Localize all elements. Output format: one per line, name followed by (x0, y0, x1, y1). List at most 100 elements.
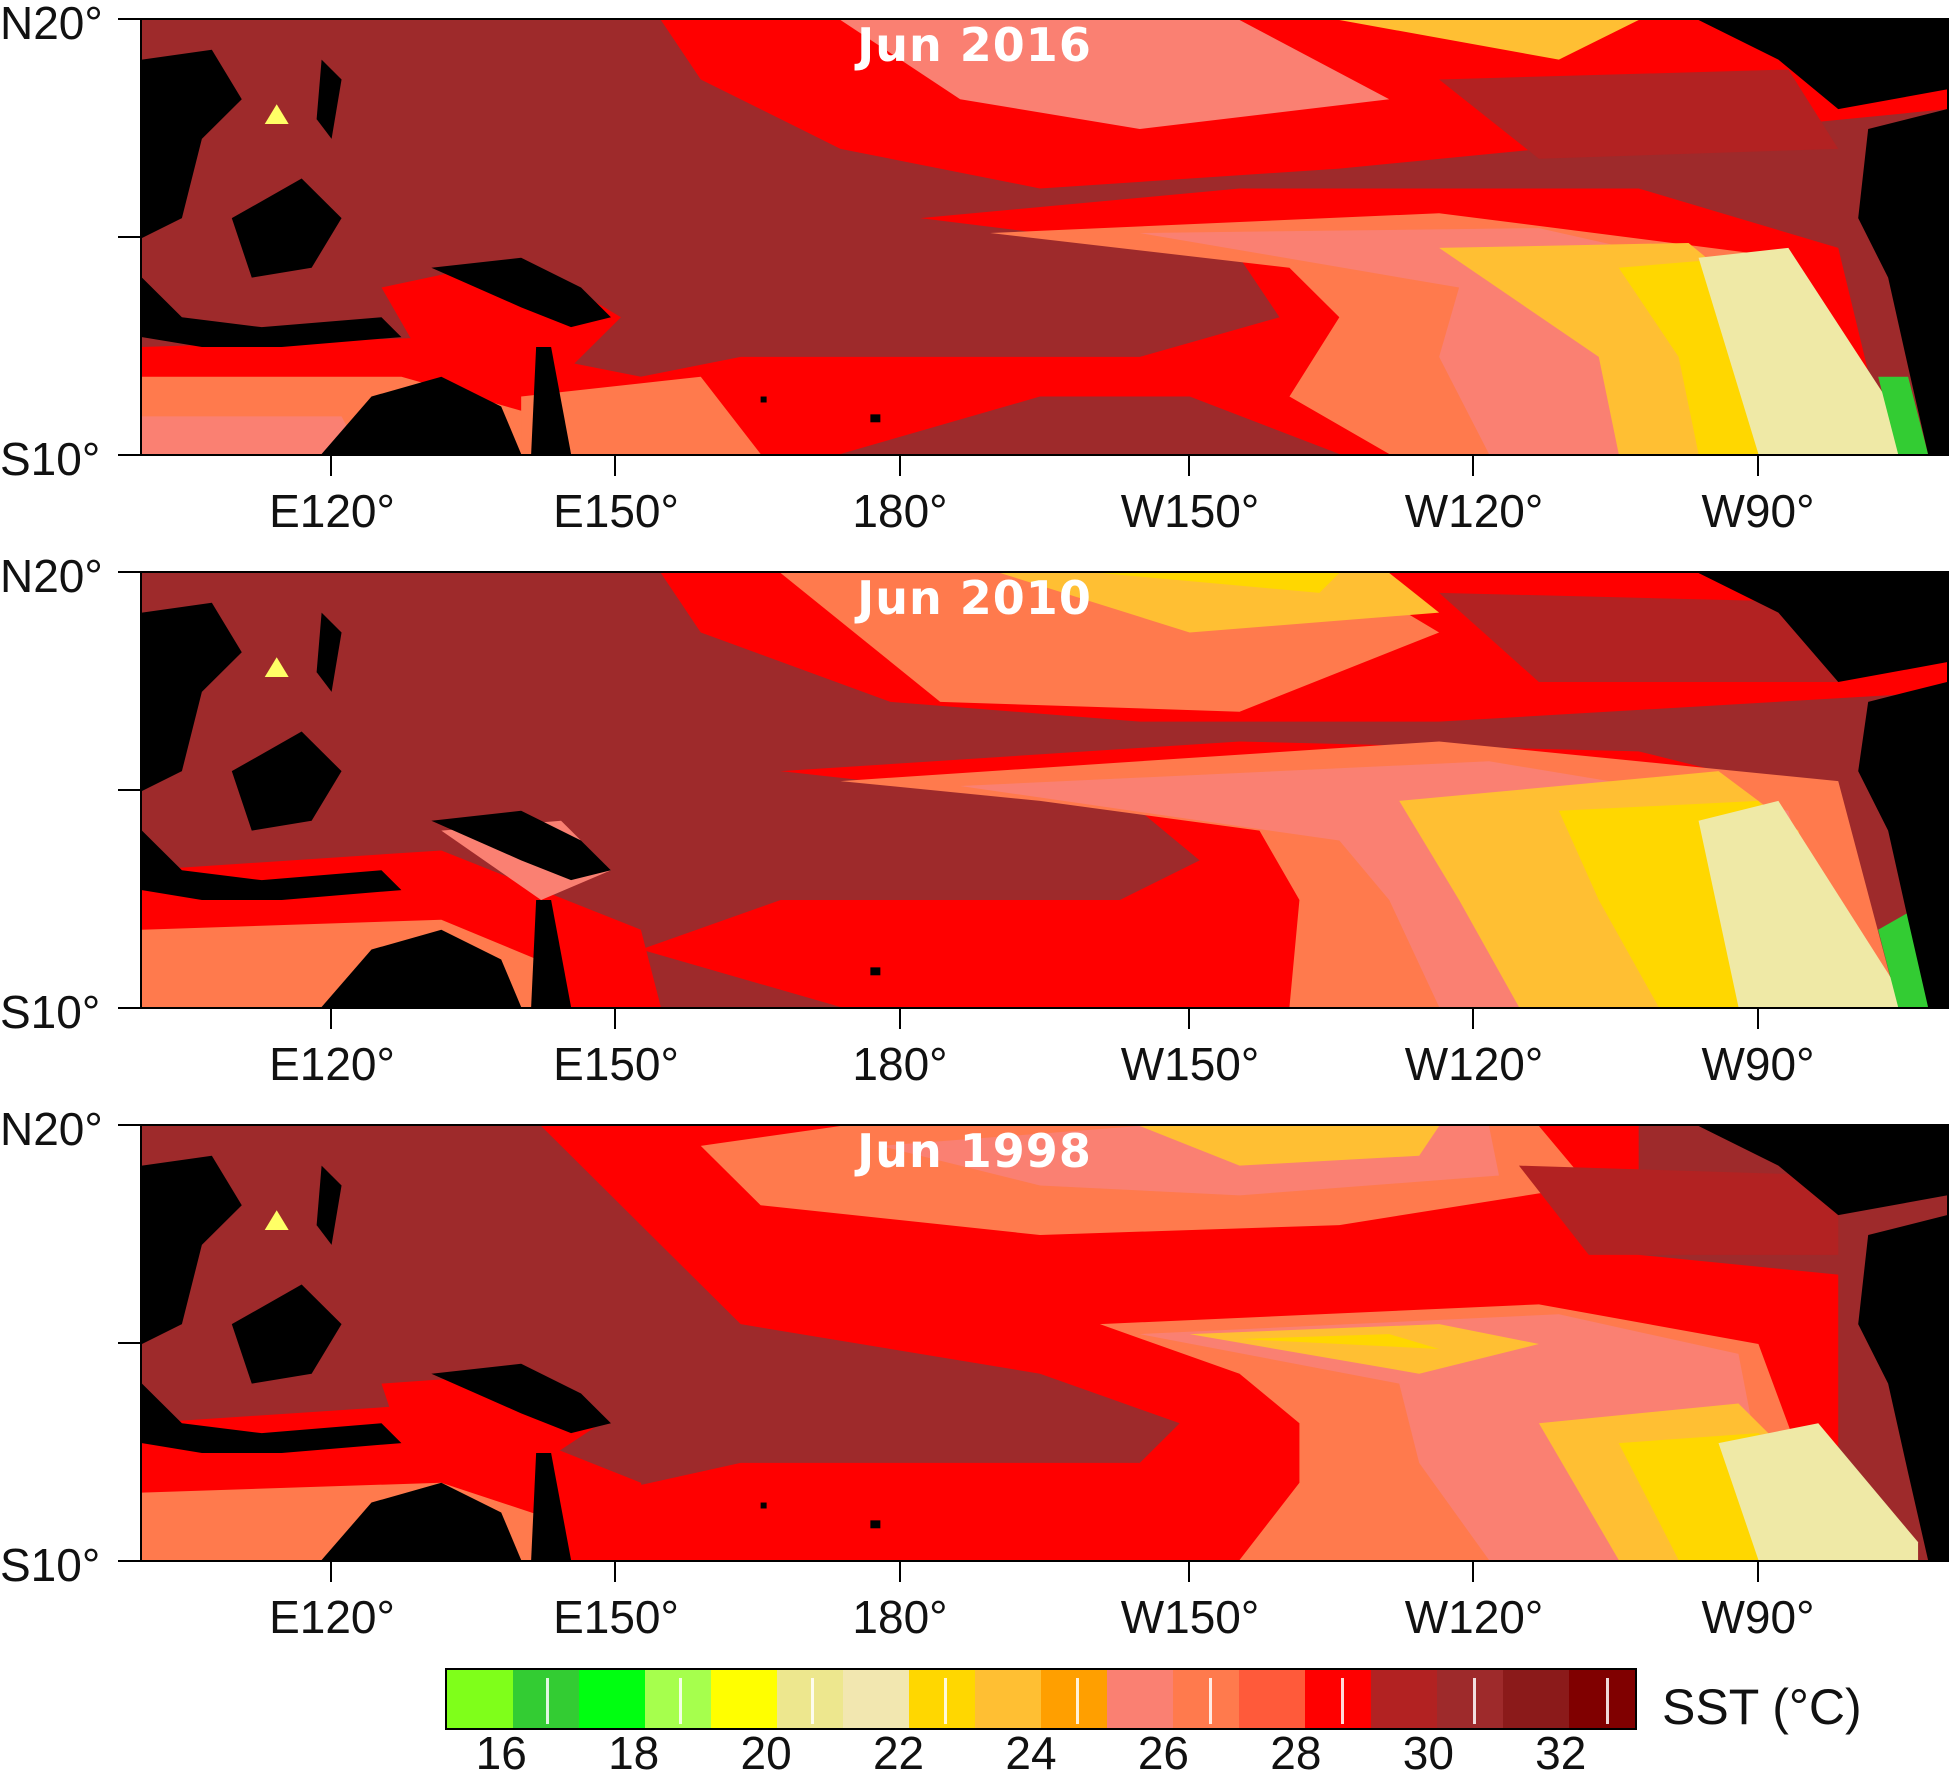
colorbar-tick-label: 26 (1137, 1727, 1190, 1779)
lon-label: W90° (1701, 1591, 1815, 1643)
y-tick (118, 18, 140, 20)
sst-map-2016 (140, 18, 1949, 456)
x-tick (1472, 456, 1474, 476)
colorbar-swatch (1041, 1670, 1107, 1728)
sst-colorbar (445, 1668, 1637, 1730)
colorbar-swatch (1107, 1670, 1173, 1728)
colorbar-divider (943, 1678, 947, 1724)
lon-label: E120° (269, 485, 395, 537)
lon-label: E120° (269, 1038, 395, 1090)
colorbar-swatch (1437, 1670, 1503, 1728)
lat-label-top: N20° (0, 1103, 103, 1155)
colorbar-swatch (447, 1670, 513, 1728)
lon-label: W120° (1404, 1038, 1544, 1090)
x-tick (899, 1009, 901, 1029)
lon-label: W120° (1404, 485, 1544, 537)
colorbar-swatch (909, 1670, 975, 1728)
site-marker-triangle (264, 104, 289, 125)
x-tick (899, 1562, 901, 1582)
lon-label: 180° (852, 485, 948, 537)
colorbar-divider (1341, 1678, 1344, 1724)
colorbar-tick-label: 32 (1535, 1727, 1587, 1779)
x-tick (1757, 456, 1759, 476)
colorbar-divider (1208, 1678, 1212, 1724)
lon-label: W150° (1120, 1591, 1260, 1643)
colorbar-swatch (975, 1670, 1041, 1728)
colorbar-divider (678, 1678, 682, 1724)
colorbar-label: SST (°C) (1662, 1679, 1862, 1735)
colorbar-divider (811, 1678, 815, 1724)
x-tick (1472, 1009, 1474, 1029)
lon-label: W90° (1701, 1038, 1815, 1090)
colorbar-tick-label: 30 (1402, 1727, 1454, 1779)
colorbar-tick-label: 18 (608, 1727, 660, 1779)
lon-label: E120° (269, 1591, 395, 1643)
lat-label-top: N20° (0, 0, 103, 49)
lat-label-bottom: S10° (0, 433, 101, 485)
x-tick (1188, 1562, 1190, 1582)
colorbar-tick-label: 28 (1270, 1727, 1322, 1779)
colorbar-swatch (1173, 1670, 1239, 1728)
colorbar-divider (1076, 1678, 1080, 1724)
y-tick (118, 1560, 140, 1562)
y-tick (118, 236, 140, 238)
colorbar-swatch (1239, 1670, 1305, 1728)
map-panel-1998: Jun 1998 N20° S10° E120° E150° 180° W150… (0, 1106, 1949, 1658)
lon-label: E150° (553, 1038, 679, 1090)
x-tick (1757, 1562, 1759, 1582)
lon-label: W120° (1404, 1591, 1544, 1643)
colorbar-swatch (1305, 1670, 1371, 1728)
x-tick (330, 1009, 332, 1029)
colorbar-swatch (711, 1670, 777, 1728)
sst-field (142, 1126, 1947, 1560)
lon-label: W90° (1701, 485, 1815, 537)
lat-label-bottom: S10° (0, 1539, 101, 1591)
lon-label: E150° (553, 485, 679, 537)
x-tick (1188, 456, 1190, 476)
x-tick (330, 1562, 332, 1582)
x-tick (614, 1009, 616, 1029)
colorbar-divider (546, 1678, 550, 1724)
colorbar-divider (1473, 1678, 1477, 1724)
panel-title: Jun 1998 (857, 1124, 1092, 1178)
lat-label-bottom: S10° (0, 986, 101, 1038)
x-tick (1188, 1009, 1190, 1029)
lon-label: E150° (553, 1591, 679, 1643)
x-tick (614, 456, 616, 476)
x-tick (899, 456, 901, 476)
colorbar-tick-label: 24 (1005, 1727, 1057, 1779)
lon-label: 180° (852, 1591, 948, 1643)
site-marker-triangle (264, 657, 289, 678)
colorbar-swatch (777, 1670, 843, 1728)
x-tick (1757, 1009, 1759, 1029)
y-tick (118, 789, 140, 791)
x-tick (1472, 1562, 1474, 1582)
colorbar-swatch (1569, 1670, 1635, 1728)
y-tick (118, 1342, 140, 1344)
colorbar-swatch (513, 1670, 579, 1728)
lon-label: W150° (1120, 1038, 1260, 1090)
sst-map-1998 (140, 1124, 1949, 1562)
lon-label: W150° (1120, 485, 1260, 537)
map-panel-2016: Jun 2016 N20° S10° E120° E150° 180° W150… (0, 0, 1949, 552)
colorbar-divider (1605, 1678, 1609, 1724)
panel-title: Jun 2010 (857, 571, 1092, 625)
colorbar-tick-label: 20 (740, 1727, 792, 1779)
map-panel-2010: Jun 2010 N20° S10° E120° E150° 180° W150… (0, 553, 1949, 1105)
sst-field (142, 20, 1947, 454)
lon-label: 180° (852, 1038, 948, 1090)
sst-map-2010 (140, 571, 1949, 1009)
colorbar-swatch (843, 1670, 909, 1728)
colorbar-swatch (1503, 1670, 1569, 1728)
colorbar-swatch (645, 1670, 711, 1728)
y-tick (118, 1007, 140, 1009)
x-tick (614, 1562, 616, 1582)
panel-title: Jun 2016 (857, 18, 1092, 72)
sst-field (142, 573, 1947, 1007)
site-marker-triangle (264, 1210, 289, 1231)
colorbar-tick-label: 16 (475, 1727, 527, 1779)
colorbar-tick-label: 22 (872, 1727, 925, 1779)
colorbar-swatch (1371, 1670, 1437, 1728)
colorbar-swatch (579, 1670, 645, 1728)
x-tick (330, 456, 332, 476)
